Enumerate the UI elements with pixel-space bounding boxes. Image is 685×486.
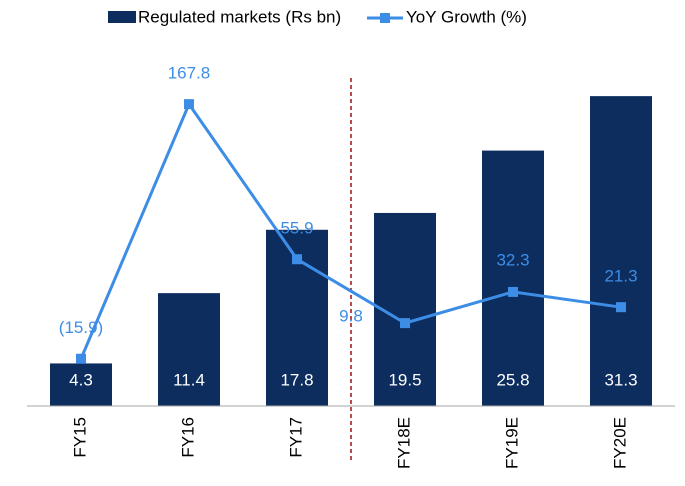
legend-marker [380,13,390,23]
line-marker [616,302,626,313]
bar [50,363,112,406]
bar-label: 4.3 [69,370,93,389]
x-tick-label: FY15 [70,417,89,458]
bar [590,96,652,406]
x-tick-label: FY16 [178,417,197,458]
x-tick-label: FY17 [286,417,305,458]
line-marker [292,254,302,265]
x-tick-label: FY20E [610,417,629,469]
x-tick-label: FY19E [502,417,521,469]
line-marker [508,286,518,297]
bar-label: 31.3 [604,370,637,389]
line-label: 32.3 [496,250,529,269]
bar-label: 17.8 [280,370,313,389]
bar [158,293,220,406]
bar-label: 19.5 [388,370,421,389]
line-label: 167.8 [168,64,211,83]
x-tick-label: FY18E [394,417,413,469]
bar-label: 11.4 [173,370,205,389]
line-marker [184,99,194,110]
legend-swatch [108,11,136,23]
legend-label: YoY Growth (%) [406,7,527,26]
line-label: (15.9) [59,318,103,337]
legend-label: Regulated markets (Rs bn) [138,7,341,26]
line-label: 9.8 [339,307,363,326]
line [79,101,622,360]
line-marker [76,353,86,364]
bar [482,150,544,406]
line-label: 55.9 [280,219,313,238]
line-marker [400,318,410,329]
line-label: 21.3 [604,267,637,286]
bar-label: 25.8 [496,370,529,389]
